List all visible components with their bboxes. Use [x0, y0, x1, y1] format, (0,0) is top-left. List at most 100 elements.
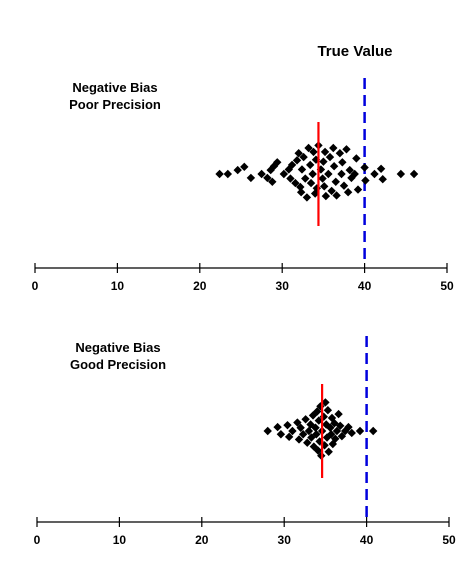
data-point	[336, 421, 345, 430]
data-point	[309, 147, 318, 157]
x-tick-label: 0	[32, 279, 39, 293]
data-point	[323, 406, 333, 415]
data-point	[360, 163, 369, 172]
x-tick-label: 10	[113, 533, 127, 547]
x-tick-label: 40	[360, 533, 374, 547]
data-point	[331, 177, 340, 186]
data-point	[223, 169, 233, 179]
x-tick-label: 50	[440, 279, 454, 293]
panel-title-line: Good Precision	[70, 357, 166, 372]
data-point	[352, 154, 361, 163]
data-point	[332, 191, 341, 200]
data-point	[246, 173, 256, 183]
data-point	[297, 165, 307, 174]
data-point	[355, 426, 365, 436]
data-point	[396, 169, 406, 179]
data-point	[361, 176, 370, 185]
x-tick-label: 30	[276, 279, 290, 293]
data-point	[345, 165, 354, 175]
x-tick-label: 10	[111, 279, 125, 293]
data-point	[350, 169, 359, 179]
data-point	[296, 188, 306, 197]
data-point	[321, 398, 330, 407]
data-point	[291, 178, 300, 188]
data-point	[325, 152, 335, 162]
panel-good-precision: Negative Bias Good Precision 0 10 20 30 40 50	[34, 336, 456, 547]
data-point	[326, 423, 335, 432]
data-point	[263, 426, 272, 436]
data-point	[378, 175, 387, 184]
data-point	[324, 447, 333, 456]
data-point	[320, 147, 330, 157]
data-point	[312, 430, 321, 439]
data-point	[306, 160, 315, 170]
data-point	[338, 158, 347, 167]
data-point	[273, 422, 282, 432]
data-point	[329, 143, 338, 153]
data-point	[273, 158, 282, 167]
data-point	[335, 149, 345, 158]
data-point	[324, 169, 333, 179]
data-point	[296, 423, 305, 432]
data-point	[312, 407, 322, 416]
data-point	[301, 415, 310, 424]
data-point	[293, 418, 302, 427]
data-point	[319, 157, 328, 166]
data-point	[370, 169, 379, 179]
data-point	[301, 174, 310, 183]
data-point	[298, 430, 308, 439]
data-point	[318, 174, 327, 183]
x-tick-label: 30	[278, 533, 292, 547]
data-point	[327, 186, 336, 196]
data-point	[313, 446, 323, 455]
data-point	[347, 428, 356, 438]
data-point	[331, 434, 340, 443]
data-point	[339, 181, 349, 190]
data-point	[284, 432, 294, 442]
data-point	[320, 182, 329, 191]
data-point	[329, 162, 339, 171]
data-point	[294, 149, 303, 158]
data-point	[314, 416, 324, 425]
data-point	[304, 426, 314, 436]
data-point	[268, 177, 277, 186]
x-tick-label: 20	[195, 533, 209, 547]
data-point	[288, 426, 297, 436]
data-point	[368, 426, 378, 436]
data-point	[296, 182, 305, 192]
x-tick-label: 20	[193, 279, 207, 293]
data-point	[286, 174, 295, 183]
data-point	[353, 185, 363, 194]
data-point	[263, 173, 272, 183]
data-point	[304, 143, 313, 153]
data-point	[337, 169, 346, 179]
data-point	[294, 435, 304, 444]
data-point	[292, 156, 302, 165]
data-point	[343, 188, 353, 197]
data-point	[332, 426, 342, 436]
data-point	[337, 432, 347, 441]
data-point	[342, 145, 351, 154]
x-tick-label: 0	[34, 533, 41, 547]
data-point	[299, 152, 308, 162]
x-tick-label: 40	[358, 279, 372, 293]
data-point	[334, 409, 343, 419]
data-point	[306, 178, 316, 188]
x-tick-label: 50	[442, 533, 456, 547]
data-point	[409, 169, 419, 179]
panel-title-line: Poor Precision	[69, 97, 161, 112]
data-point	[344, 422, 353, 432]
panel-poor-precision: Negative Bias Poor Precision 0 10 20 30 40 50	[32, 78, 454, 293]
data-point	[376, 164, 386, 173]
true-value-label: True Value	[317, 43, 392, 60]
data-point	[308, 169, 317, 179]
data-point	[215, 169, 224, 179]
data-point	[233, 165, 242, 175]
data-point	[321, 191, 331, 201]
data-point	[257, 169, 266, 179]
panel-title-line: Negative Bias	[75, 340, 160, 355]
data-point	[287, 160, 297, 170]
data-point	[240, 162, 249, 172]
